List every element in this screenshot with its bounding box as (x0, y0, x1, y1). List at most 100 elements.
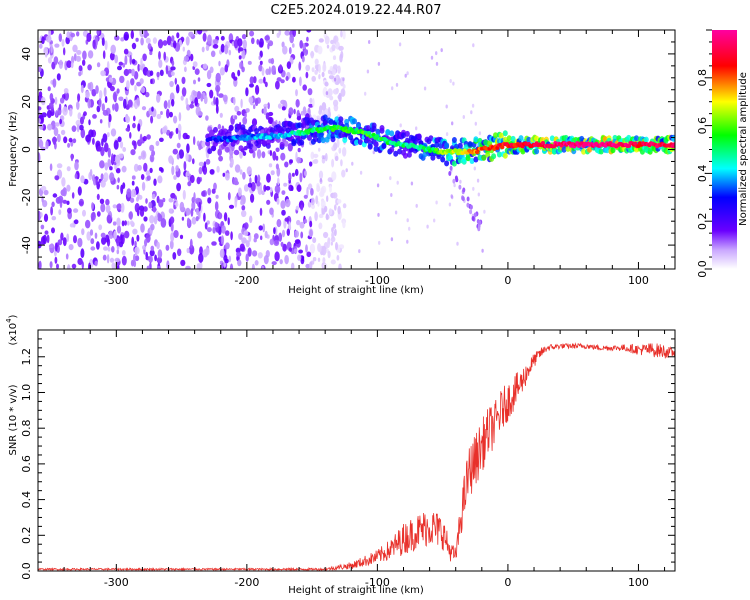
noise-blob (252, 150, 256, 159)
noise-blob (100, 173, 104, 181)
noise-blob (207, 188, 211, 196)
noise-blob (189, 238, 193, 249)
noise-blob (53, 127, 59, 137)
noise-blob (295, 99, 300, 108)
noise-blob (423, 86, 427, 91)
x-tick-label: -100 (365, 576, 390, 589)
noise-blob (309, 97, 313, 104)
noise-blob (294, 230, 299, 238)
noise-blob (112, 104, 115, 111)
noise-blob (185, 265, 191, 269)
noise-blob (68, 137, 73, 143)
noise-blob (66, 60, 72, 68)
noise-blob (426, 224, 429, 229)
noise-blob (302, 84, 308, 91)
noise-blob (62, 199, 68, 204)
noise-blob (254, 260, 259, 266)
noise-blob (279, 259, 283, 265)
ridge-halo (549, 135, 555, 142)
noise-blob (224, 172, 230, 181)
noise-blob (233, 76, 238, 81)
noise-blob (61, 177, 66, 187)
noise-blob (139, 208, 145, 217)
noise-blob (171, 35, 175, 42)
noise-blob (140, 57, 143, 67)
noise-blob (47, 86, 51, 92)
noise-blob (336, 199, 342, 204)
noise-blob (205, 158, 211, 165)
noise-blob (116, 225, 122, 234)
noise-blob (139, 30, 145, 38)
noise-blob (338, 147, 342, 154)
noise-blob (144, 91, 150, 98)
noise-blob (87, 82, 92, 90)
noise-blob (58, 195, 64, 204)
noise-blob (47, 57, 52, 64)
noise-blob (298, 61, 302, 71)
noise-blob (109, 166, 113, 171)
noise-blob (38, 106, 42, 111)
noise-blob (158, 51, 161, 60)
x-tick-label: 100 (628, 274, 649, 287)
noise-blob (169, 239, 174, 250)
noise-blob (260, 235, 263, 241)
noise-blob (301, 55, 305, 63)
noise-blob (316, 185, 321, 192)
noise-blob (76, 101, 80, 110)
noise-blob (196, 91, 202, 100)
ridge-halo (291, 140, 297, 147)
noise-blob (51, 136, 58, 144)
chart-title: C2E5.2024.019.22.44.R07 (270, 3, 441, 18)
noise-blob (49, 93, 54, 101)
noise-blob (107, 147, 111, 158)
noise-blob (466, 196, 470, 202)
noise-blob (201, 46, 205, 53)
noise-blob (331, 44, 336, 52)
noise-blob (146, 175, 151, 181)
noise-blob (71, 192, 75, 199)
ridge-halo (385, 129, 391, 135)
noise-blob (140, 37, 144, 46)
noise-blob (100, 232, 106, 238)
noise-blob (254, 174, 258, 184)
noise-blob (322, 257, 326, 264)
ridge-halo (279, 141, 285, 148)
noise-blob (277, 177, 280, 186)
noise-blob (283, 140, 289, 147)
snr-series-line (38, 342, 675, 571)
ridge-halo (448, 154, 453, 161)
noise-blob (275, 147, 280, 153)
noise-blob (318, 222, 323, 230)
snr-frame (37, 329, 676, 572)
noise-blob (101, 236, 107, 245)
noise-blob (269, 150, 273, 157)
noise-blob (324, 81, 329, 87)
noise-blob (319, 178, 323, 182)
noise-blob (175, 84, 180, 94)
noise-blob (220, 35, 225, 41)
noise-blob (57, 239, 63, 246)
noise-blob (141, 106, 147, 111)
noise-blob (233, 39, 239, 49)
noise-blob (124, 55, 128, 66)
noise-blob (54, 175, 60, 181)
noise-blob (399, 123, 402, 128)
noise-blob (224, 44, 229, 55)
noise-blob (38, 152, 41, 162)
noise-blob (134, 240, 137, 247)
noise-blob (234, 164, 241, 173)
noise-blob (169, 111, 173, 118)
noise-blob (342, 147, 347, 157)
ridge-halo (330, 132, 336, 139)
noise-blob (327, 250, 331, 259)
noise-blob (454, 175, 458, 181)
noise-blob (120, 202, 125, 213)
noise-blob (186, 217, 190, 225)
noise-blob (408, 226, 411, 231)
noise-blob (67, 207, 72, 214)
ridge-halo (451, 137, 457, 143)
noise-blob (202, 63, 208, 70)
noise-blob (99, 160, 105, 169)
noise-blob (241, 237, 247, 244)
noise-blob (263, 76, 266, 84)
